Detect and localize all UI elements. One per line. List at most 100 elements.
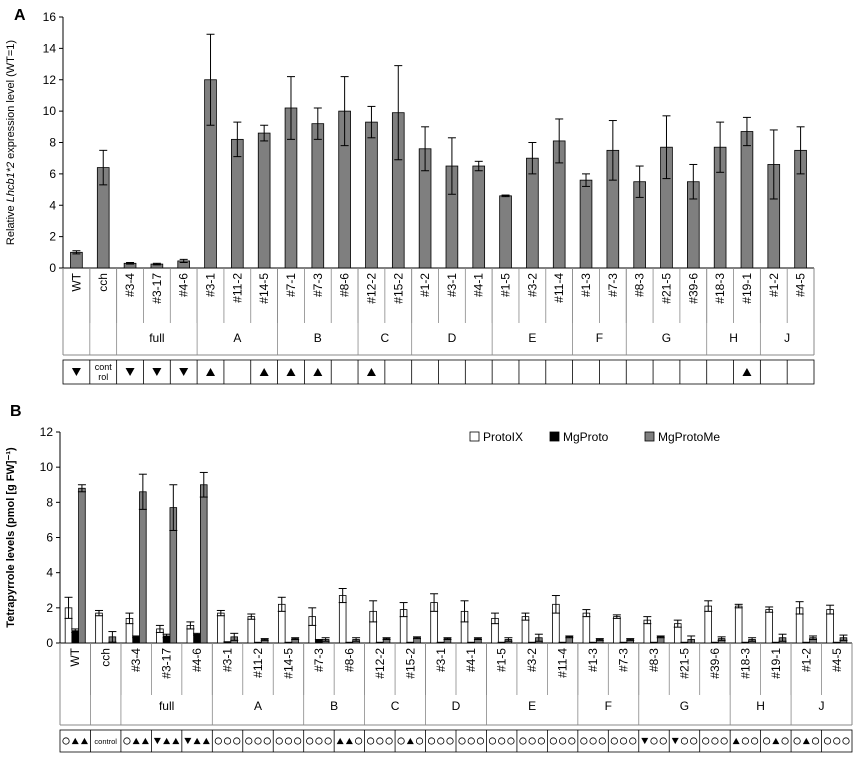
panel-b-legend-label: MgProto — [563, 430, 609, 444]
panel-b-up-triangle-icon — [81, 738, 88, 744]
panel-b-y-axis-label: Tetrapyrrole levels (pmol [g FW]⁻¹) — [5, 447, 17, 628]
panel-a-category-label: #14-5 — [257, 273, 271, 304]
panel-b-up-triangle-icon — [163, 738, 170, 744]
panel-b-bar-protoix — [583, 613, 590, 643]
panel-b-group-label: J — [819, 699, 825, 713]
panel-b-up-triangle-icon — [733, 738, 740, 744]
panel-a-bar — [500, 196, 512, 268]
panel-a-category-label: #8-6 — [338, 273, 352, 297]
panel-a-up-triangle-icon — [313, 368, 322, 376]
panel-a-category-label: #3-17 — [150, 273, 164, 304]
panel-b-circle-icon — [630, 738, 636, 744]
panel-a-up-triangle-icon — [742, 368, 751, 376]
panel-b-circle-icon — [702, 738, 708, 744]
panel-b-circle-icon — [215, 738, 221, 744]
panel-b-category-label: #11-4 — [556, 648, 570, 678]
panel-b-up-triangle-icon — [407, 738, 414, 744]
panel-b-legend-label: ProtoIX — [483, 430, 523, 444]
panel-b-circle-icon — [834, 738, 840, 744]
panel-b-y-tick-label: 8 — [46, 495, 53, 509]
panel-a-bar — [312, 124, 324, 268]
panel-a-category-label: #3-1 — [204, 273, 218, 297]
panel-b-category-label: #8-3 — [647, 648, 661, 672]
panel-a-y-axis-label-suffix: expression level (WT=1) — [5, 40, 17, 162]
panel-a-group-label: C — [381, 331, 390, 345]
panel-b-bar-protoix — [827, 610, 834, 643]
panel-a-y-tick-label: 0 — [49, 261, 56, 275]
panel-a-category-label: #4-5 — [794, 273, 808, 297]
panel-b-circle-icon — [508, 738, 514, 744]
panel-a-category-label: #1-5 — [499, 273, 513, 297]
panel-a-category-label: #19-1 — [740, 273, 754, 304]
panel-b-category-label: #7-3 — [312, 648, 326, 672]
panel-a-y-tick-label: 16 — [43, 10, 57, 24]
panel-b-circle-icon — [569, 738, 575, 744]
panel-a-category-label: #1-3 — [579, 273, 593, 297]
panel-b-y-tick-label: 2 — [46, 601, 53, 615]
panel-b-category-label: #3-1 — [434, 648, 448, 672]
panel-b-category-label: cch — [99, 648, 113, 667]
panel-a-group-label: A — [233, 331, 241, 345]
panel-a-up-triangle-icon — [206, 368, 215, 376]
panel-a-bar — [526, 158, 538, 268]
panel-a-group-label: J — [784, 331, 790, 345]
panel-b-control-text: control — [94, 737, 117, 746]
panel-a-down-triangle-icon — [152, 368, 161, 376]
panel-b-legend-label: MgProtoMe — [658, 430, 720, 444]
panel-b-group-label: A — [254, 699, 262, 713]
panel-b-circle-icon — [590, 738, 596, 744]
panel-a-group-label: F — [596, 331, 603, 345]
panel-b-up-triangle-icon — [194, 738, 201, 744]
panel-b-circle-icon — [599, 738, 605, 744]
panel-a-y-axis-label-prefix: Relative — [5, 202, 17, 245]
panel-b-circle-icon — [438, 738, 444, 744]
panel-b-y-tick-label: 6 — [46, 531, 53, 545]
panel-a-y-axis-label-gene: Lhcb1*2 — [5, 162, 17, 202]
panel-a-category-label: #1-2 — [418, 273, 432, 297]
panel-b-circle-icon — [782, 738, 788, 744]
panel-b-circle-icon — [824, 738, 830, 744]
panel-b-circle-icon — [690, 738, 696, 744]
panel-a-y-tick-label: 10 — [43, 104, 57, 118]
panel-a-bar — [580, 180, 592, 268]
panel-b-up-triangle-icon — [203, 738, 210, 744]
panel-b-circle-icon — [428, 738, 434, 744]
panel-b-circle-icon — [367, 738, 373, 744]
panel-b-category-label: #14-5 — [281, 648, 295, 679]
panel-b-category-label: #19-1 — [769, 648, 783, 679]
panel-b-circle-icon — [477, 738, 483, 744]
panel-b-category-label: #15-2 — [403, 648, 417, 679]
panel-a-group-label: full — [149, 331, 164, 345]
panel-a-category-label: #4-1 — [472, 273, 486, 297]
panel-b-bar-mgprotome — [200, 485, 207, 643]
panel-b-category-label: #4-6 — [190, 648, 204, 672]
panel-b-circle-icon — [316, 738, 322, 744]
panel-b-category-label: #7-3 — [617, 648, 631, 672]
panel-a-label: A — [14, 7, 26, 24]
panel-b-category-label: #3-17 — [160, 648, 174, 679]
panel-b-circle-icon — [264, 738, 270, 744]
panel-b-category-label: #1-3 — [586, 648, 600, 672]
panel-b-group-label: full — [159, 699, 174, 713]
panel-b-circle-icon — [559, 738, 565, 744]
panel-b-circle-icon — [306, 738, 312, 744]
panel-b-up-triangle-icon — [772, 738, 779, 744]
panel-a-category-label: #8-3 — [633, 273, 647, 297]
panel-a-down-triangle-icon — [72, 368, 81, 376]
panel-a-bar — [741, 132, 753, 268]
panel-a-control-text-line1: cont — [95, 362, 113, 372]
panel-b-up-triangle-icon — [72, 738, 79, 744]
panel-b-circle-icon — [660, 738, 666, 744]
panel-b-category-label: #18-3 — [738, 648, 752, 679]
panel-b-circle-icon — [386, 738, 392, 744]
panel-b-up-triangle-icon — [172, 738, 179, 744]
panel-b-circle-icon — [285, 738, 291, 744]
panel-a-y-tick-label: 2 — [49, 230, 56, 244]
panel-b-group-label: C — [391, 699, 400, 713]
panel-a-category-label: #12-2 — [364, 273, 378, 304]
panel-a-up-triangle-icon — [286, 368, 295, 376]
panel-a-group-label: B — [314, 331, 322, 345]
panel-b-circle-icon — [294, 738, 300, 744]
panel-a-down-triangle-icon — [179, 368, 188, 376]
panel-b-category-label: #3-2 — [525, 648, 539, 672]
